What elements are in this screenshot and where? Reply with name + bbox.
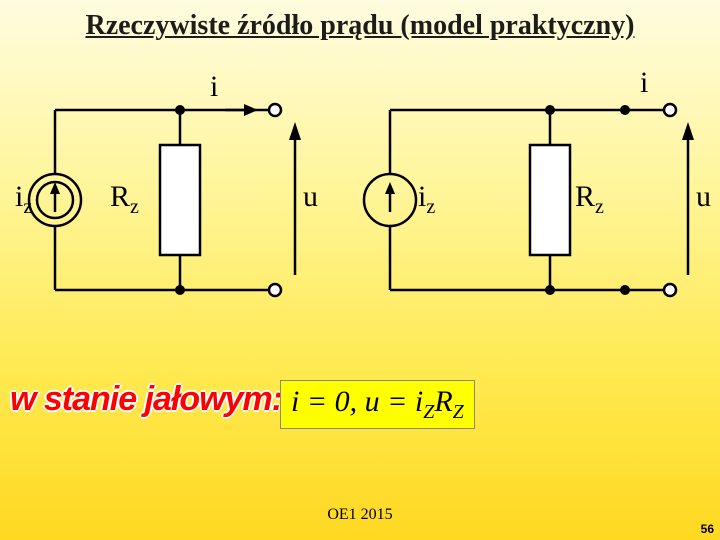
- left-iz-label: iz: [15, 180, 32, 219]
- left-iz-z: z: [23, 196, 32, 218]
- right-iz-label: iz: [418, 180, 435, 219]
- eq-u: u: [365, 385, 380, 418]
- page-number: 56: [701, 522, 714, 536]
- right-i-label: i: [640, 66, 648, 100]
- eq-eq2: =: [380, 385, 415, 418]
- left-rz-z: z: [130, 196, 139, 218]
- left-i-label: i: [210, 70, 218, 104]
- right-u-label: u: [696, 180, 711, 214]
- eq-iz-z: Z: [423, 401, 434, 423]
- left-u-label: u: [303, 180, 318, 214]
- eq-rz-r: R: [434, 385, 452, 418]
- slide-title: Rzeczywiste źródło prądu (model praktycz…: [0, 10, 720, 42]
- right-iz-z: z: [426, 196, 435, 218]
- eq-iz-i: i: [415, 385, 423, 418]
- eq-rz-z: Z: [453, 401, 464, 423]
- left-rz-r: R: [110, 180, 130, 213]
- right-rz-r: R: [575, 180, 595, 213]
- left-rz-label: Rz: [110, 180, 139, 219]
- footer-text: OE1 2015: [0, 506, 720, 524]
- eq-eq1: = 0,: [299, 385, 364, 418]
- right-rz-label: Rz: [575, 180, 604, 219]
- right-rz-z: z: [595, 196, 604, 218]
- idle-state-label: w stanie jałowym:: [10, 380, 282, 419]
- circuit-diagram: i iz Rz u i iz Rz u: [20, 60, 700, 360]
- slide: Rzeczywiste źródło prądu (model praktycz…: [0, 0, 720, 540]
- equation: i = 0, u = iZRZ: [280, 380, 475, 429]
